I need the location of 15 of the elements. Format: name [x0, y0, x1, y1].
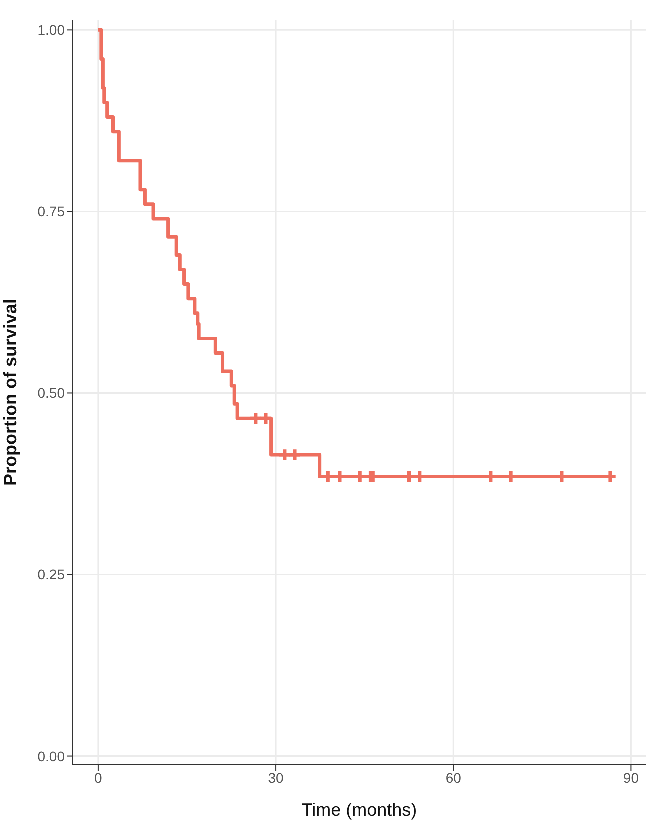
x-axis-title: Time (months): [302, 800, 418, 820]
y-tick-label: 0.50: [38, 385, 66, 402]
y-tick-label: 0.00: [38, 748, 66, 764]
y-axis-title: Proportion of survival: [0, 298, 20, 486]
y-tick-label: 0.75: [38, 204, 66, 220]
point: [290, 450, 300, 460]
y-tick-label: 0.25: [38, 566, 66, 583]
x-tick-label: 60: [446, 770, 462, 786]
point: [280, 450, 290, 460]
x-tick-label: 30: [268, 770, 284, 786]
point: [260, 413, 272, 424]
point: [250, 413, 262, 424]
x-tick-label: 0: [94, 770, 103, 786]
y-tick-label: 1.00: [38, 22, 66, 38]
x-tick-label: 90: [623, 770, 640, 786]
